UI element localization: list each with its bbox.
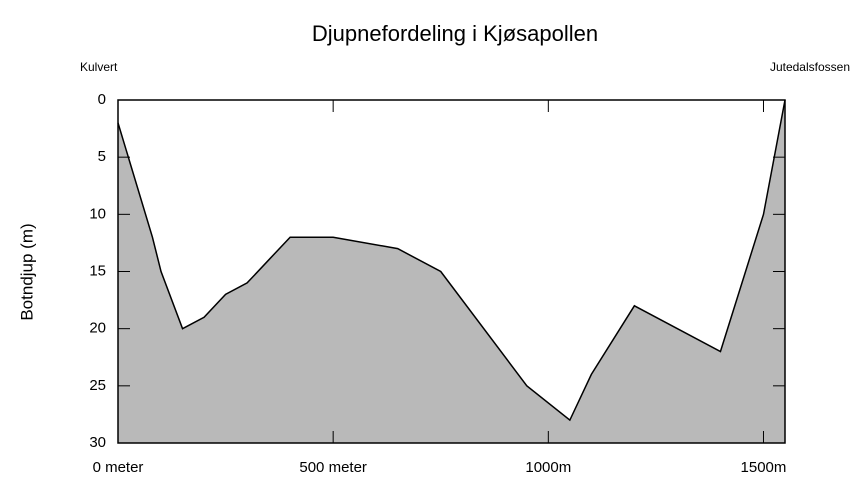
annotation: Kulvert bbox=[80, 60, 118, 74]
x-tick-label: 0 meter bbox=[93, 459, 144, 476]
x-tick-label: 1500m bbox=[741, 459, 787, 476]
y-tick-label: 15 bbox=[89, 262, 106, 279]
y-tick-label: 30 bbox=[89, 434, 106, 451]
annotation: Jutedalsfossen bbox=[770, 60, 850, 74]
chart-title: Djupnefordeling i Kjøsapollen bbox=[312, 21, 598, 46]
x-tick-label: 500 meter bbox=[299, 459, 367, 476]
y-axis-label: Botndjup (m) bbox=[17, 223, 36, 320]
y-tick-label: 0 bbox=[98, 91, 106, 108]
x-tick-label: 1000m bbox=[525, 459, 571, 476]
y-tick-label: 10 bbox=[89, 205, 106, 222]
y-tick-label: 20 bbox=[89, 320, 106, 337]
area-line bbox=[117, 99, 786, 422]
area bbox=[118, 100, 785, 443]
y-tick-label: 5 bbox=[98, 148, 106, 165]
y-tick-label: 25 bbox=[89, 377, 106, 394]
